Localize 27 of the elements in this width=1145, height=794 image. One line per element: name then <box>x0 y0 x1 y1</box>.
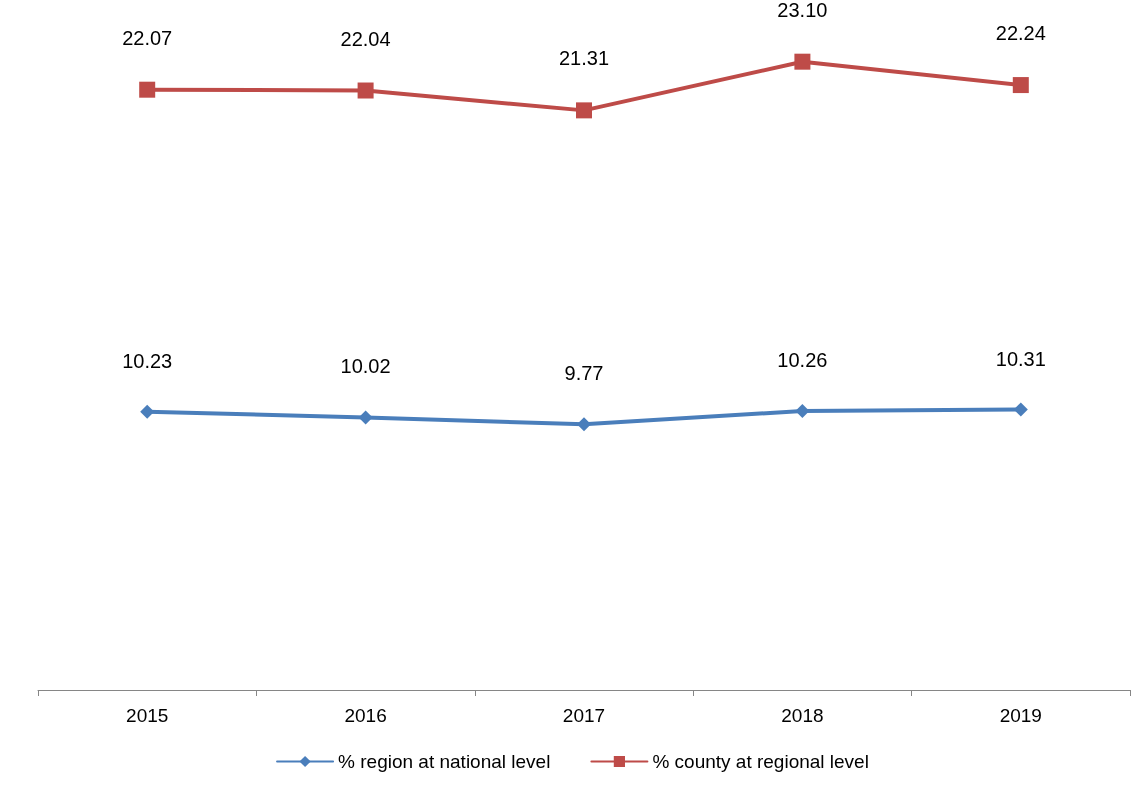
point <box>1013 402 1028 417</box>
data-label: 9.77 <box>564 362 604 385</box>
x-tick-label: 2015 <box>126 705 169 726</box>
point <box>794 53 811 70</box>
x-tick-label: 2018 <box>781 705 824 726</box>
data-label: 23.10 <box>777 0 828 21</box>
point <box>577 417 591 432</box>
data-label: 10.26 <box>777 348 828 371</box>
data-label: 22.04 <box>340 27 391 50</box>
data-label: 10.23 <box>122 349 173 372</box>
point <box>358 410 373 425</box>
x-tick-label: 2016 <box>344 705 387 726</box>
legend-label: % region at national level <box>338 751 551 772</box>
x-tick-label: 2019 <box>999 705 1042 726</box>
point <box>1012 77 1029 94</box>
point <box>139 81 156 98</box>
data-label: 21.31 <box>558 47 610 70</box>
data-label: 10.02 <box>340 355 391 378</box>
data-label: 22.24 <box>995 22 1046 45</box>
point <box>795 403 810 418</box>
data-label: 22.07 <box>122 26 173 49</box>
point <box>576 102 592 119</box>
data-label: 10.31 <box>995 347 1046 370</box>
x-tick-label: 2017 <box>562 705 606 726</box>
point <box>357 82 374 99</box>
point <box>140 404 155 419</box>
legend-label: % county at regional level <box>652 751 869 772</box>
